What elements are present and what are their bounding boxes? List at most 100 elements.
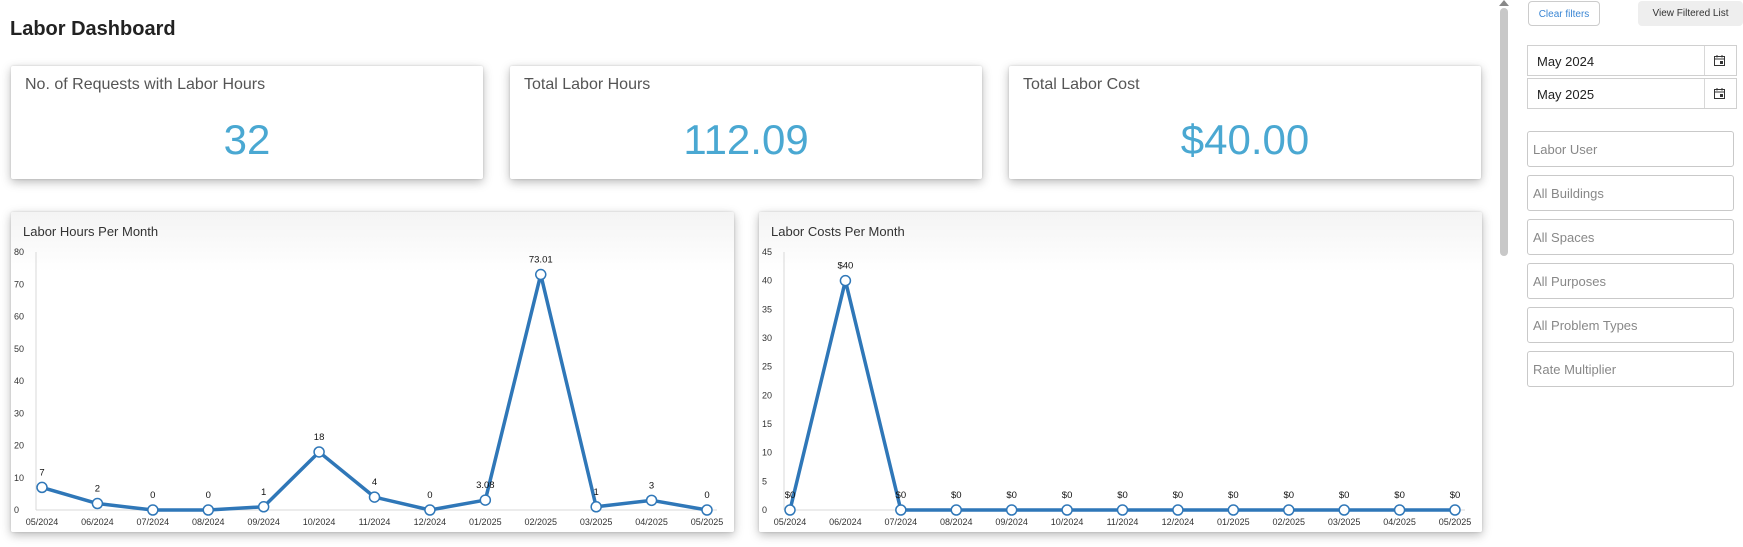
end-date-field[interactable]: May 2025: [1527, 78, 1737, 109]
data-label: $0: [1006, 490, 1017, 501]
data-label: $0: [785, 490, 796, 501]
kpi-card-cost: Total Labor Cost $40.00: [1009, 66, 1481, 179]
data-label: $0: [1283, 490, 1294, 501]
data-label: $0: [1173, 490, 1184, 501]
y-tick-label: 40: [762, 276, 772, 286]
x-tick-label: 05/2024: [774, 517, 807, 527]
data-label: 0: [206, 490, 211, 501]
x-tick-label: 04/2025: [1383, 517, 1416, 527]
data-point: [784, 504, 796, 516]
x-tick-label: 12/2024: [414, 517, 447, 527]
y-tick-label: 20: [762, 390, 772, 400]
scroll-up-arrow[interactable]: [1499, 0, 1509, 6]
calendar-icon[interactable]: [1714, 88, 1725, 99]
data-label: $0: [1339, 490, 1350, 501]
x-tick-label: 05/2024: [26, 517, 59, 527]
data-point: [202, 504, 214, 516]
data-point: [1227, 504, 1240, 516]
y-tick-label: 10: [762, 448, 772, 458]
clear-filters-button[interactable]: Clear filters: [1528, 1, 1600, 26]
data-point: [701, 504, 713, 516]
x-tick-label: 02/2025: [524, 517, 557, 527]
x-tick-label: 07/2024: [137, 517, 170, 527]
view-filtered-list-button[interactable]: View Filtered List: [1638, 1, 1743, 26]
data-point: [36, 481, 48, 494]
x-tick-label: 09/2024: [995, 517, 1028, 527]
spaces-filter[interactable]: All Spaces: [1527, 219, 1734, 255]
x-tick-label: 10/2024: [1051, 517, 1084, 527]
data-label: $0: [1394, 490, 1405, 501]
labor-hours-chart-card: Labor Hours Per Month 0 10 20 30 40 50 60 70 80 0…: [11, 212, 734, 532]
y-tick-label: 0: [14, 505, 19, 515]
data-point: [91, 497, 104, 510]
data-point: [950, 504, 962, 516]
data-point: [590, 501, 602, 513]
labor-user-filter[interactable]: Labor User: [1527, 131, 1734, 167]
calendar-icon[interactable]: [1714, 55, 1725, 66]
rate-multiplier-filter[interactable]: Rate Multiplier: [1527, 351, 1734, 387]
x-tick-label: 04/2025: [635, 517, 668, 527]
x-tick-label: 11/2024: [1107, 517, 1139, 527]
scrollbar-thumb[interactable]: [1500, 8, 1508, 256]
data-point: [424, 504, 436, 516]
data-point: [839, 274, 852, 287]
problem-types-filter[interactable]: All Problem Types: [1527, 307, 1734, 343]
y-tick-label: 30: [14, 408, 24, 418]
data-point: [313, 446, 325, 458]
x-tick-label: 08/2024: [940, 517, 973, 527]
purposes-filter[interactable]: All Purposes: [1527, 263, 1734, 299]
data-point: [535, 268, 547, 281]
filter-placeholder: All Problem Types: [1533, 318, 1638, 333]
data-point: [1172, 504, 1184, 516]
data-point: [479, 494, 492, 506]
x-tick-label: 01/2025: [469, 517, 502, 527]
x-tick-label: 01/2025: [1217, 517, 1250, 527]
kpi-value: 112.09: [683, 116, 809, 163]
y-tick-label: 40: [14, 376, 24, 386]
end-date-value: May 2025: [1537, 87, 1595, 102]
y-tick-label: 25: [762, 362, 772, 372]
start-date-value: May 2024: [1537, 54, 1595, 69]
data-label: $0: [951, 490, 962, 501]
filter-placeholder: Labor User: [1533, 142, 1598, 157]
labor-costs-chart-card: Labor Costs Per Month 0 5 10 15 20 25 30 35 40 45…: [759, 212, 1482, 532]
data-label: 73.01: [529, 255, 553, 266]
x-tick-label: 03/2025: [580, 517, 613, 527]
labor-costs-chart: 0 5 10 15 20 25 30 35 40 45 05/2024 06/2024 07/2024 0…: [762, 247, 1472, 527]
y-tick-label: 45: [762, 247, 772, 257]
chart-title: Labor Hours Per Month: [23, 224, 159, 239]
x-tick-label: 09/2024: [247, 517, 280, 527]
field-divider: [1704, 79, 1705, 108]
kpi-value: 32: [223, 116, 271, 163]
data-label: 2: [95, 484, 100, 495]
data-point: [1005, 504, 1018, 516]
data-label: $0: [1062, 490, 1073, 501]
data-label: $0: [1450, 490, 1461, 501]
data-point: [1061, 504, 1073, 516]
x-tick-label: 05/2025: [691, 517, 724, 527]
data-label: 0: [150, 490, 155, 501]
y-tick-label: 70: [14, 279, 24, 289]
x-tick-label: 08/2024: [192, 517, 225, 527]
buildings-filter[interactable]: All Buildings: [1527, 175, 1734, 211]
data-label: $40: [837, 261, 853, 272]
x-tick-label: 07/2024: [885, 517, 918, 527]
x-tick-label: 05/2025: [1439, 517, 1472, 527]
series-line: [788, 278, 1455, 512]
data-point: [1393, 504, 1406, 516]
kpi-card-requests: No. of Requests with Labor Hours 32: [11, 66, 483, 179]
y-tick-label: 15: [762, 419, 772, 429]
y-tick-label: 10: [14, 473, 24, 483]
field-divider: [1704, 46, 1705, 75]
data-point: [1283, 504, 1295, 516]
x-tick-label: 11/2024: [359, 517, 391, 527]
y-tick-label: 0: [762, 505, 767, 515]
data-point: [645, 494, 658, 507]
start-date-field[interactable]: May 2024: [1527, 45, 1737, 76]
filter-placeholder: Rate Multiplier: [1533, 362, 1617, 377]
data-point: [257, 501, 270, 513]
y-tick-label: 20: [14, 441, 24, 451]
data-label: 1: [261, 487, 266, 498]
x-tick-label: 10/2024: [303, 517, 336, 527]
